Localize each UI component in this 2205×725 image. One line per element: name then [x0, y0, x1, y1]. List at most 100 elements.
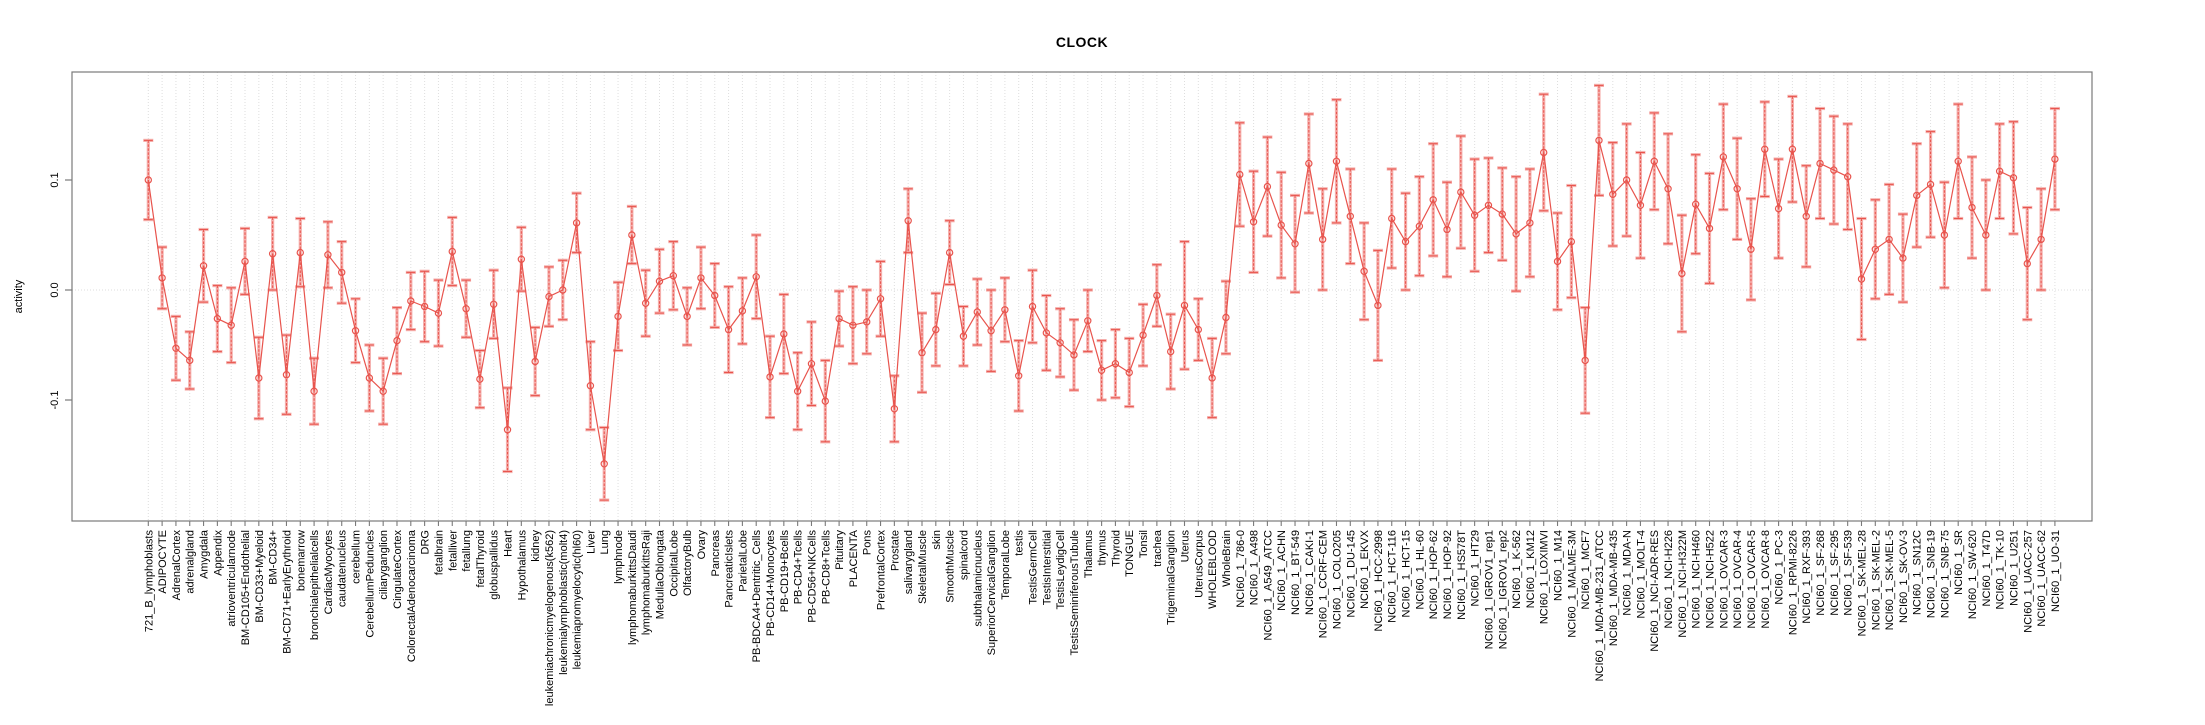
plot-border — [71, 71, 2093, 522]
x-tick-label: OccipitalLobe — [668, 530, 680, 597]
data-point-marker — [586, 382, 595, 390]
x-tick-label: leukemiapromyelocytic(hl60) — [572, 530, 584, 669]
x-tick-label: NCI60_1_K-562 — [1511, 530, 1523, 609]
data-point-marker — [1001, 306, 1009, 314]
data-point-marker — [1153, 291, 1161, 300]
x-tick-label: BM-CD71+EarlyErythroid — [281, 530, 293, 654]
x-tick-label: NCI60_1_NCI-H226 — [1663, 530, 1675, 628]
x-tick-label: Amygdala — [199, 529, 211, 579]
data-point-marker — [1609, 190, 1617, 198]
x-tick-label: TestisInterstitial — [1041, 530, 1053, 605]
data-point-marker — [1180, 301, 1189, 310]
data-point-marker — [1222, 313, 1230, 322]
x-tick-label: fetalThyroid — [475, 530, 487, 587]
data-point-marker — [780, 330, 788, 338]
data-point-marker — [1042, 329, 1051, 337]
x-tick-label: PrefrontalCortex — [876, 530, 888, 611]
x-tick-label: TemporalLobe — [1000, 530, 1012, 600]
x-axis: 721_B_lymphoblasts ADIPOCYTE AdrenalCortex… — [143, 521, 2062, 706]
data-point-marker — [890, 405, 899, 413]
data-point-marker — [1111, 360, 1120, 368]
x-tick-label: TestisLeydigCell — [1055, 530, 1067, 609]
x-tick-label: ColorectalAdenocarcinoma — [406, 529, 418, 662]
data-point-marker — [227, 321, 235, 329]
data-point-marker — [1733, 185, 1741, 193]
x-tick-label: NCI60_1_SF-268 — [1815, 530, 1827, 616]
data-point-marker — [1484, 201, 1493, 209]
data-point-marker — [213, 314, 222, 323]
data-point-marker — [1236, 170, 1244, 179]
data-point-marker — [1360, 267, 1368, 275]
x-tick-label: cerebellum — [351, 530, 363, 584]
data-point-marker — [1056, 339, 1064, 347]
x-tick-label: leukemialymphoblastic(molt4) — [558, 530, 570, 675]
x-tick-label: Pons — [862, 530, 874, 556]
x-tick-label: NCI60_1_MDA-MB-231_ATCC — [1594, 530, 1606, 681]
x-tick-label: WholeBrain — [1221, 530, 1233, 587]
x-tick-label: BM-CD105+Endothelial — [240, 530, 252, 645]
x-tick-label: TrigeminalGanglion — [1166, 530, 1178, 625]
data-point-marker — [655, 277, 664, 285]
data-point-marker — [559, 286, 567, 294]
x-tick-label: NCI60_1_OVCAR-5 — [1746, 530, 1758, 628]
x-tick-label: NCI60_1_SF-539 — [1843, 530, 1855, 616]
x-tick-label: UterusCorpus — [1193, 530, 1205, 598]
data-point-marker — [1249, 218, 1258, 226]
x-tick-label: PB-CD19+Bcells — [779, 530, 791, 613]
data-point-marker — [1678, 269, 1686, 278]
data-point-marker — [932, 325, 940, 334]
data-point-marker — [600, 460, 608, 468]
data-point-marker — [241, 257, 249, 266]
x-tick-label: Lung — [599, 530, 611, 554]
x-tick-label: fetalbrain — [433, 530, 445, 575]
x-tick-label: NCI60_1_NCI-H322M — [1677, 530, 1689, 638]
data-point-marker — [1443, 225, 1451, 234]
x-tick-label: salivarygland — [903, 530, 915, 594]
data-point-marker — [904, 216, 912, 225]
data-point-marker — [1332, 157, 1341, 165]
data-point-marker — [1899, 254, 1907, 262]
x-tick-label: NCI60_1_HL-60 — [1414, 530, 1426, 610]
x-tick-label: adrenalgland — [185, 530, 197, 594]
data-point-marker — [738, 307, 747, 315]
x-tick-label: ParietalLobe — [737, 530, 749, 592]
error-bars — [143, 83, 2060, 502]
data-point-marker — [1802, 212, 1810, 220]
data-point-marker — [545, 292, 553, 301]
x-tick-label: fetallung — [461, 530, 473, 572]
data-point-marker — [1843, 172, 1852, 181]
data-point-marker — [531, 357, 539, 366]
data-point-marker — [2051, 155, 2059, 163]
x-tick-label: kidney — [530, 530, 542, 562]
data-point-marker — [1622, 176, 1631, 184]
x-tick-label: NCI60_1_BT-549 — [1290, 530, 1302, 615]
x-tick-label: SuperiorCervicalGanglion — [986, 530, 998, 655]
data-point-marker — [697, 274, 705, 282]
data-point-marker — [2023, 259, 2031, 268]
x-tick-label: Uterus — [1180, 530, 1192, 563]
x-tick-label: Tonsil — [1138, 530, 1150, 558]
x-tick-label: Hypothalamus — [516, 530, 528, 601]
x-tick-label: NCI60_1_HCT-116 — [1387, 530, 1399, 623]
data-point-marker — [1526, 219, 1534, 227]
data-point-marker — [1401, 237, 1410, 246]
data-point-marker — [711, 291, 719, 300]
chart-title: CLOCK — [1055, 34, 1109, 50]
data-point-marker — [752, 273, 760, 281]
data-point-marker — [614, 312, 622, 321]
data-point-marker — [1194, 325, 1203, 334]
x-tick-label: subthalamicnucleus — [972, 530, 984, 627]
x-tick-label: Thalamus — [1083, 530, 1095, 579]
data-point-marker — [1816, 159, 1824, 168]
data-point-marker — [351, 327, 360, 335]
x-tick-label: NCI60_1_RPMI-8226 — [1787, 530, 1799, 635]
x-tick-label: NCI60_1_CAKI-1 — [1304, 530, 1316, 615]
data-point-marker — [1940, 231, 1949, 239]
data-point-marker — [517, 255, 526, 263]
x-tick-label: NCI60_1_T47D — [1981, 530, 1993, 606]
data-point-marker — [1346, 212, 1354, 220]
data-point-marker — [1830, 166, 1838, 174]
x-tick-label: Pituitary — [834, 530, 846, 570]
data-point-marker — [1097, 366, 1106, 374]
data-point-marker — [1705, 224, 1714, 233]
